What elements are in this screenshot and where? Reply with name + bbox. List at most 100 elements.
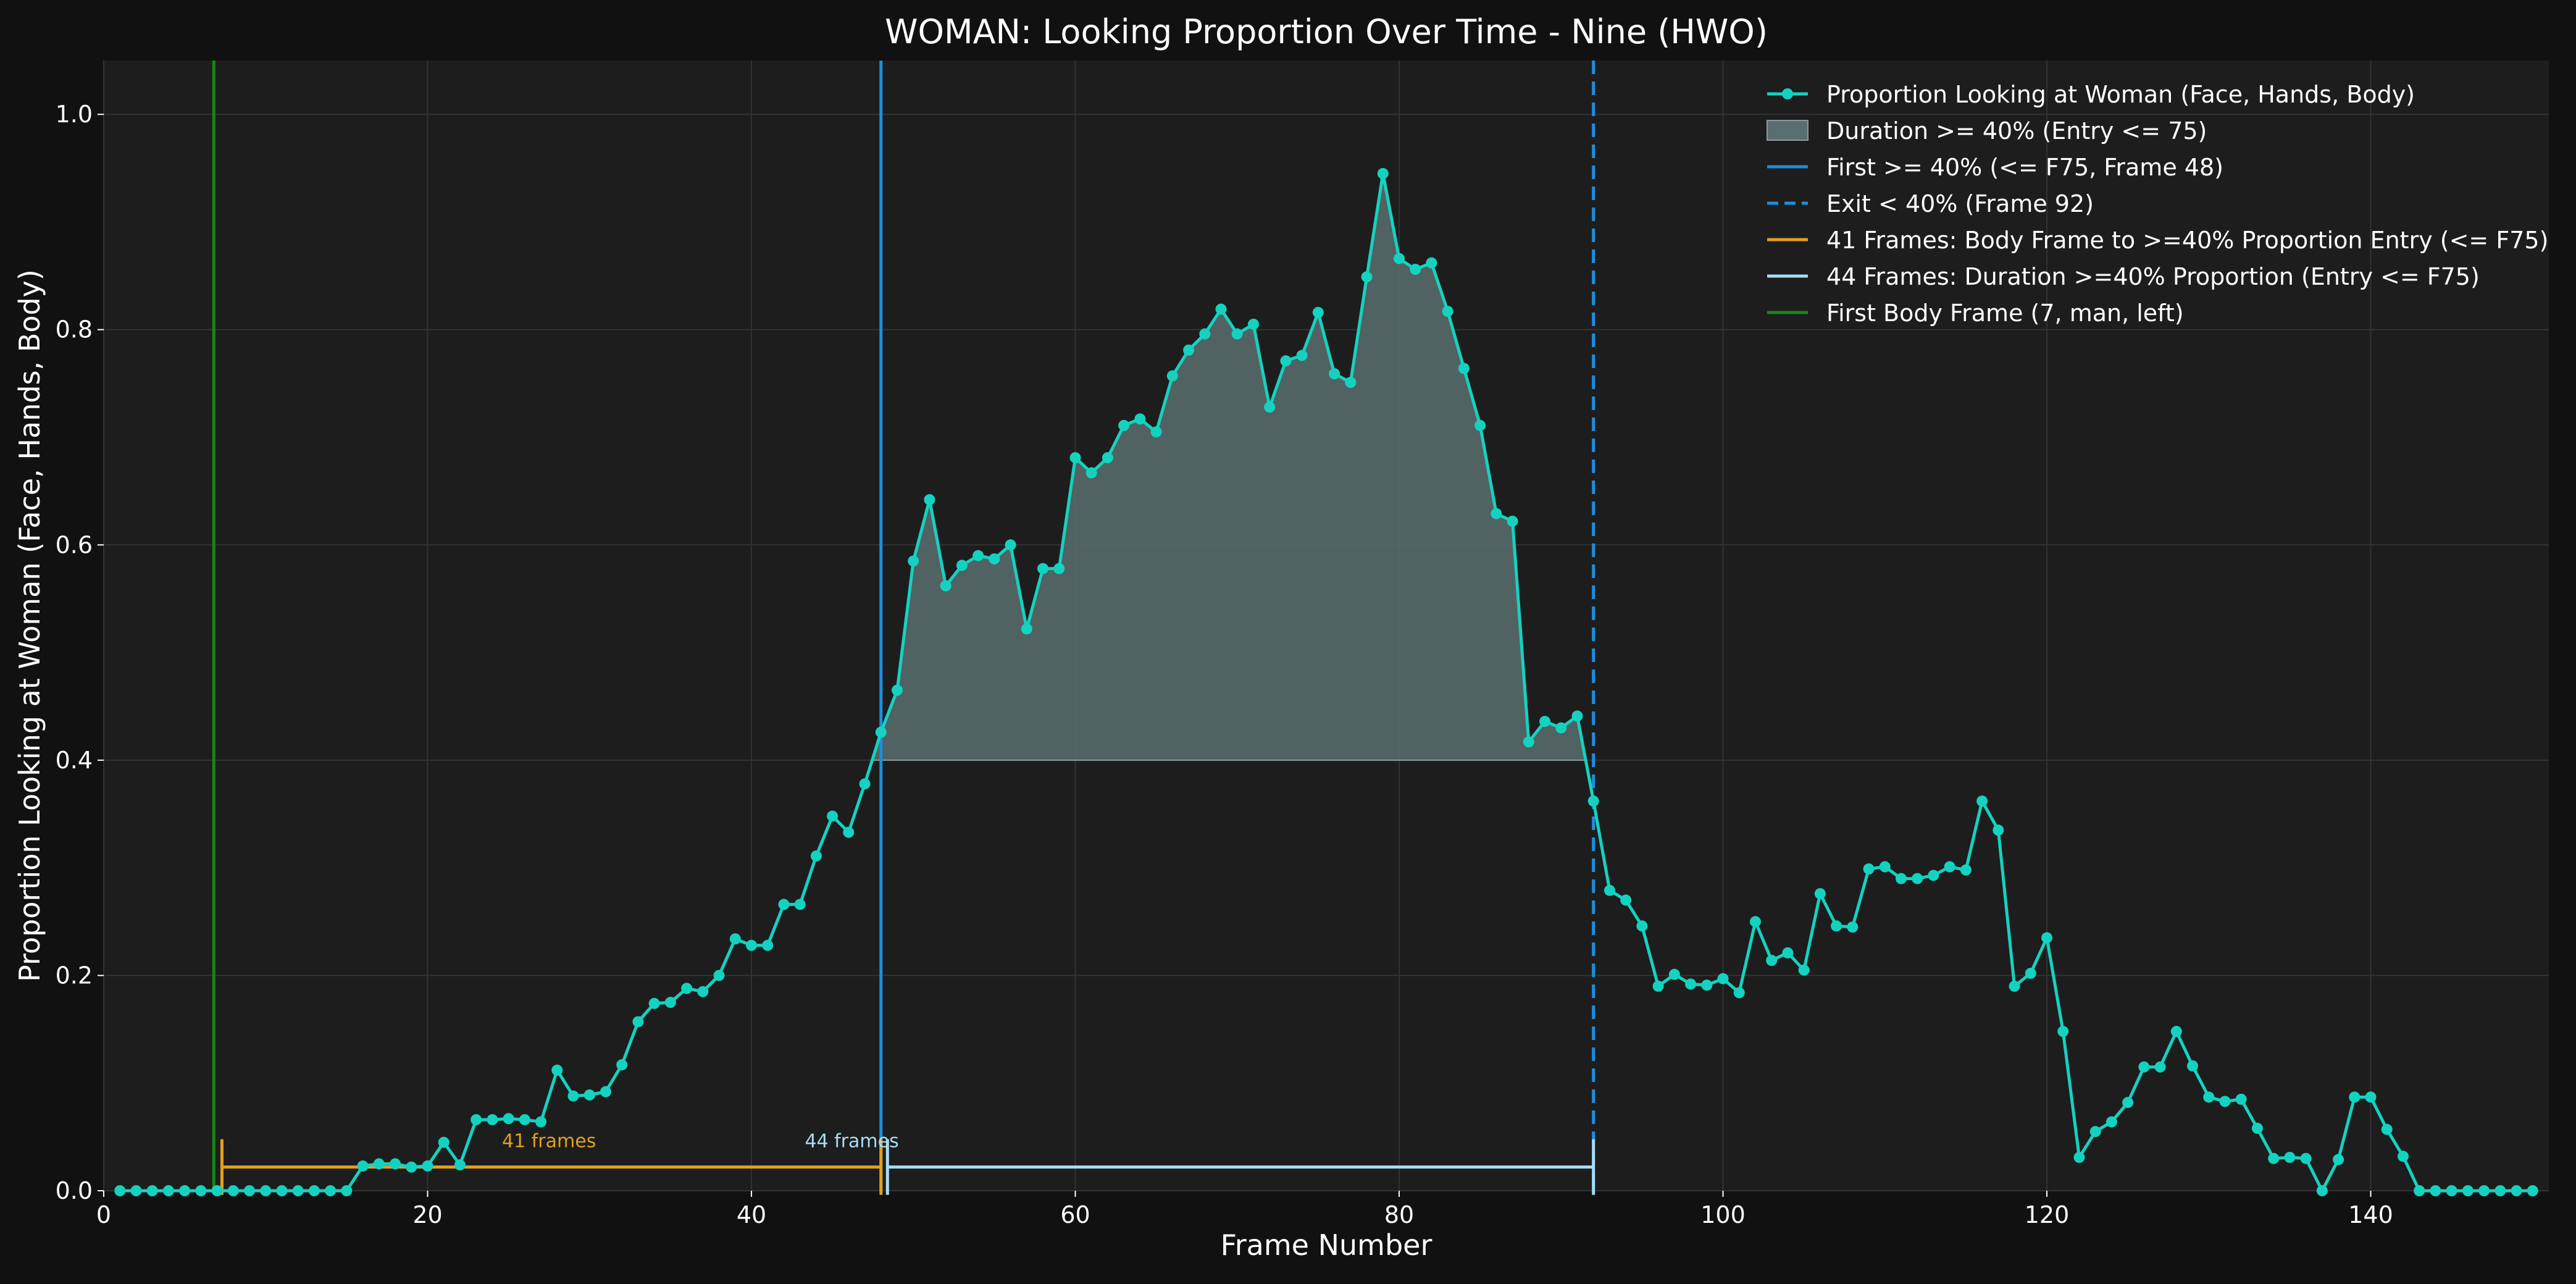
y-tick-label: 0.2 [56, 962, 93, 989]
data-point [2122, 1097, 2134, 1109]
data-point [2511, 1185, 2522, 1196]
data-point [1976, 795, 1988, 807]
x-tick-label: 100 [1700, 1201, 1746, 1228]
data-point [422, 1160, 433, 1172]
data-point [859, 778, 871, 790]
data-point [2381, 1123, 2393, 1135]
data-point [1005, 539, 1016, 551]
data-point [892, 684, 903, 696]
data-point [276, 1185, 288, 1196]
data-point [2106, 1116, 2117, 1128]
data-point [2073, 1151, 2085, 1163]
data-point [2284, 1151, 2296, 1163]
data-point [2397, 1151, 2409, 1162]
x-tick-label: 120 [2025, 1201, 2070, 1228]
data-point [989, 553, 1000, 564]
x-tick-label: 20 [412, 1201, 442, 1228]
data-point [1766, 955, 1778, 967]
data-point [794, 899, 806, 910]
data-point [2009, 980, 2020, 992]
data-point [2041, 932, 2053, 944]
data-point [2414, 1185, 2425, 1196]
data-point [1733, 987, 1745, 999]
data-point [1555, 722, 1567, 734]
data-point [1085, 467, 1097, 479]
data-point [1150, 426, 1162, 438]
data-point [1037, 563, 1049, 574]
data-point [908, 555, 919, 567]
data-point [2316, 1185, 2328, 1196]
series-points [114, 168, 2538, 1196]
data-point [2235, 1093, 2247, 1105]
data-point [162, 1185, 174, 1196]
data-point [713, 970, 725, 981]
data-point [195, 1185, 207, 1196]
data-point [1814, 887, 1826, 899]
data-point [2187, 1060, 2199, 1072]
data-point [1539, 716, 1551, 728]
data-point [1798, 964, 1810, 976]
data-point [1668, 968, 1680, 980]
data-point [211, 1185, 223, 1196]
data-point [778, 899, 790, 910]
data-point [1685, 978, 1697, 990]
x-tick-label: 40 [737, 1201, 766, 1228]
duration-spans: 41 frames 44 frames [220, 1131, 1595, 1195]
data-point [1118, 419, 1130, 431]
x-tick-label: 80 [1384, 1201, 1414, 1228]
data-point [1717, 973, 1729, 984]
data-point [2170, 1026, 2182, 1038]
data-point [1587, 795, 1599, 807]
data-point [2446, 1185, 2457, 1196]
data-point [1912, 873, 1923, 884]
data-point [1474, 419, 1486, 431]
legend-label: Proportion Looking at Woman (Face, Hands… [1826, 81, 2415, 108]
data-point [146, 1185, 158, 1196]
data-point [1620, 894, 1632, 906]
data-point [729, 933, 741, 945]
data-point [390, 1158, 401, 1170]
data-point [406, 1161, 417, 1173]
data-point [972, 550, 984, 561]
data-point [1571, 710, 1583, 722]
data-point [1636, 920, 1648, 932]
data-point [325, 1185, 337, 1196]
data-point [1134, 413, 1146, 425]
y-axis-label: Proportion Looking at Woman (Face, Hands… [13, 269, 46, 982]
data-point [1928, 870, 1939, 881]
data-point [1361, 271, 1373, 283]
data-point [130, 1185, 142, 1196]
data-point [1604, 884, 1615, 896]
data-point [567, 1090, 579, 1102]
data-point [1166, 370, 1178, 382]
data-point [1831, 920, 1842, 932]
data-point [1329, 368, 1340, 380]
axis-ticks: 0 20 40 60 80 100 120 140 0.0 0.2 0.4 0.6 0.8 1.0 [56, 101, 2393, 1228]
data-point [2138, 1061, 2150, 1073]
data-point [924, 494, 935, 506]
data-point [681, 983, 693, 994]
data-point [551, 1064, 563, 1076]
data-point [2333, 1154, 2344, 1165]
y-tick-label: 1.0 [56, 101, 93, 128]
data-point [1993, 825, 2004, 836]
data-point [1895, 873, 1907, 884]
data-point [1183, 344, 1195, 356]
data-point [2527, 1185, 2538, 1196]
data-point [470, 1114, 482, 1125]
data-point [1264, 401, 1276, 413]
data-point [1053, 563, 1065, 574]
x-tick-label: 0 [96, 1201, 111, 1228]
data-point [244, 1185, 256, 1196]
legend-marker [1782, 88, 1793, 99]
data-point [1280, 355, 1292, 367]
data-point [956, 560, 968, 571]
data-point [2365, 1091, 2377, 1103]
data-point [1394, 253, 1405, 264]
data-point [827, 810, 838, 822]
y-tick-label: 0.0 [56, 1177, 93, 1204]
data-point [373, 1158, 385, 1170]
data-point [746, 939, 758, 951]
data-point [2462, 1185, 2474, 1196]
